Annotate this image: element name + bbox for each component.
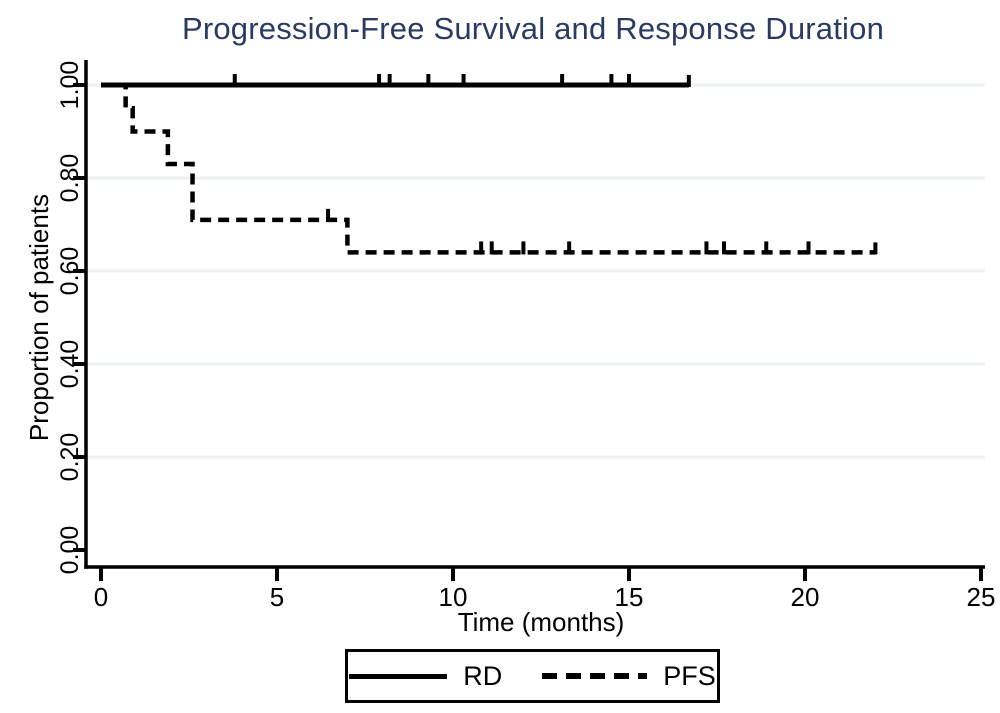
x-axis-title: Time (months) [458, 607, 625, 637]
y-tick-label: 0.60 [56, 247, 84, 296]
chart-legend: RD PFS [345, 649, 720, 703]
legend-item-pfs: PFS [542, 660, 716, 691]
y-tick-label: 0.20 [56, 433, 84, 482]
x-tick-label: 25 [967, 582, 996, 612]
x-tick-label: 10 [439, 582, 468, 612]
pfs-curve [101, 82, 876, 255]
x-tick-label: 15 [615, 582, 644, 612]
legend-item-rd: RD [349, 660, 503, 691]
y-tick-label: 0.80 [56, 154, 84, 203]
pfs-legend-label: PFS [663, 660, 716, 691]
x-tick-label: 5 [270, 582, 284, 612]
chart-title: Progression-Free Survival and Response D… [181, 11, 885, 46]
y-tick-label: 1.00 [56, 61, 84, 110]
y-tick-label: 0.40 [56, 340, 84, 389]
pfs-dashed-line-sample [542, 673, 648, 679]
y-axis-title: Proportion of patients [24, 194, 54, 441]
rd-legend-label: RD [463, 660, 503, 691]
rd-solid-line-sample [349, 673, 448, 679]
x-tick-label: 20 [791, 582, 820, 612]
x-tick-label: 0 [94, 582, 108, 612]
y-tick-label: 0.00 [56, 526, 84, 575]
